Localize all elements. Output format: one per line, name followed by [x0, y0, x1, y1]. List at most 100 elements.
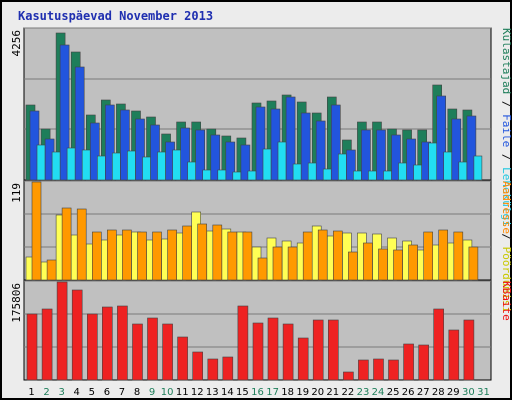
x-tick-label-day-21: 21: [326, 387, 339, 398]
bottom-panel-bar-kbaite-day-8: [132, 323, 143, 381]
middle-panel-bar-aadresse-day-27: [423, 231, 434, 281]
top-panel-bar-faile-day-28: [436, 95, 447, 181]
top-panel-bar-faile-day-25: [391, 134, 401, 181]
middle-panel-bar-aadresse-day-13: [212, 224, 223, 281]
top-panel-bar-faile-day-21: [330, 104, 341, 181]
top-panel-bar-lehek-lgi-day-1: [36, 144, 46, 181]
middle-panel-bar-aadresse-day-1: [31, 181, 42, 281]
middle-panel-bar-aadresse-day-5: [92, 231, 102, 281]
bottom-panel-bar-kbaite-day-27: [418, 344, 430, 381]
side-legend-top-part-3: /: [500, 147, 512, 167]
x-tick-label-day-1: 1: [28, 387, 34, 398]
top-panel-bar-faile-day-13: [210, 134, 221, 181]
bottom-panel-bar-kbaite-day-29: [448, 329, 460, 381]
middle-panel-bar-aadresse-day-26: [408, 244, 418, 281]
middle-panel-bar-aadresse-day-9: [152, 231, 162, 281]
x-tick-label-day-9: 9: [149, 387, 155, 398]
top-panel-bar-lehek-lgi-day-2: [51, 151, 61, 181]
middle-panel-bar-aadresse-day-25: [393, 249, 403, 281]
top-panel-bar-lehek-lgi-day-6: [112, 152, 121, 181]
x-tick-label-day-8: 8: [134, 387, 140, 398]
x-tick-label-day-12: 12: [191, 387, 204, 398]
top-panel-bar-lehek-lgi-day-19: [307, 162, 317, 181]
x-tick-label-day-13: 13: [206, 387, 219, 398]
middle-panel-bar-aadresse-day-29: [453, 231, 464, 281]
bottom-panel-bar-kbaite-day-4: [71, 289, 83, 381]
side-legend-bottom: KBaite: [500, 281, 512, 321]
bottom-panel-bar-kbaite-day-18: [282, 323, 294, 381]
middle-panel-bar-aadresse-day-7: [122, 229, 132, 281]
middle-panel-bar-aadresse-day-11: [182, 225, 192, 281]
top-panel-bar-faile-day-18: [285, 96, 296, 181]
top-panel-bar-faile-day-23: [361, 129, 371, 181]
middle-panel-bar-aadresse-day-22: [348, 251, 358, 281]
top-panel-bar-lehek-lgi-day-24: [383, 170, 392, 181]
middle-panel-bar-aadresse-day-24: [378, 248, 388, 281]
middle-panel-bar-aadresse-day-21: [332, 230, 343, 281]
top-panel-bar-faile-day-8: [135, 118, 145, 181]
top-panel-bar-faile-day-3: [59, 44, 70, 181]
top-panel-bar-lehek-lgi-day-20: [322, 168, 332, 181]
bottom-panel-bar-kbaite-day-24: [373, 358, 384, 381]
x-tick-label-day-10: 10: [161, 387, 174, 398]
x-tick-label-day-11: 11: [176, 387, 189, 398]
bottom-panel-bar-kbaite-day-17: [267, 317, 279, 381]
side-legend-top-part-1: /: [500, 94, 512, 114]
top-panel-bar-lehek-lgi-day-14: [232, 171, 242, 181]
middle-panel-bar-aadresse-day-2: [46, 259, 57, 281]
x-tick-label-day-6: 6: [104, 387, 110, 398]
top-panel-bar-lehek-lgi-day-28: [443, 151, 453, 181]
top-panel-bar-lehek-lgi-day-22: [353, 170, 362, 181]
x-tick-label-day-16: 16: [251, 387, 264, 398]
middle-panel-bar-aadresse-day-12: [197, 223, 207, 281]
x-tick-label-day-5: 5: [89, 387, 95, 398]
top-panel-bar-faile-day-15: [240, 144, 251, 181]
x-tick-label-day-20: 20: [311, 387, 324, 398]
bottom-panel-bar-kbaite-day-10: [162, 323, 173, 381]
chart-bars: [25, 32, 483, 381]
top-panel-bar-lehek-lgi-day-7: [127, 150, 136, 181]
top-panel-bar-faile-day-14: [225, 141, 236, 181]
top-panel-bar-lehek-lgi-day-16: [262, 148, 272, 181]
top-panel-bar-lehek-lgi-day-18: [292, 163, 302, 181]
side-legend-top-part-4: Lehekülgi: [500, 167, 512, 227]
top-panel-bar-faile-day-20: [315, 120, 326, 181]
middle-panel-bar-aadresse-day-10: [167, 229, 177, 281]
x-tick-label-day-25: 25: [387, 387, 400, 398]
bottom-panel-bar-kbaite-day-7: [117, 305, 128, 381]
middle-panel-bar-aadresse-day-4: [76, 208, 87, 281]
bottom-panel-bar-kbaite-day-11: [177, 336, 188, 381]
top-panel-bar-lehek-lgi-day-9: [157, 151, 166, 181]
middle-panel-bar-aadresse-day-15: [242, 231, 253, 281]
middle-panel-ytick-max: 119: [10, 183, 23, 203]
side-legend-top: Külastajad / Faile / Lehekülgi / Pöördum…: [500, 28, 512, 313]
middle-panel-bar-aadresse-day-14: [227, 231, 238, 281]
x-tick-label-day-31: 31: [477, 387, 490, 398]
top-panel-bar-lehek-lgi-day-8: [142, 156, 151, 181]
side-legend-top-part-6: Pöördumisi: [500, 247, 512, 313]
x-tick-label-day-2: 2: [43, 387, 49, 398]
side-legend-bottom-part-0: KBaite: [500, 281, 512, 321]
x-tick-label-day-3: 3: [59, 387, 65, 398]
top-panel-bar-lehek-lgi-day-26: [413, 164, 422, 181]
top-panel-bar-faile-day-12: [195, 129, 205, 181]
chart-title: Kasutuspäevad November 2013: [18, 9, 213, 23]
middle-panel-bar-aadresse-day-17: [272, 246, 283, 281]
top-panel-bar-faile-day-24: [376, 129, 386, 181]
middle-panel-bar-aadresse-day-19: [302, 231, 313, 281]
x-tick-label-day-19: 19: [296, 387, 309, 398]
bottom-panel-bar-kbaite-day-6: [102, 306, 113, 381]
x-day-labels: 1 2 3 4 5 6 7 8 9 10 11 12 13 14 15 16 17 18 19 20 21 22 23 24 2…: [28, 387, 490, 398]
bottom-panel-bar-kbaite-day-1: [26, 313, 38, 381]
side-legend-top-part-0: Külastajad: [500, 28, 512, 94]
top-panel-bar-faile-day-6: [105, 104, 115, 181]
top-panel-bar-lehek-lgi-day-30: [473, 155, 483, 181]
top-panel-bar-lehek-lgi-day-12: [202, 169, 211, 181]
side-legend: Külastajad / Faile / Lehekülgi / Pöördum…: [500, 28, 512, 321]
bottom-panel-bar-kbaite-day-3: [56, 281, 68, 381]
x-tick-label-day-30: 30: [462, 387, 475, 398]
middle-panel-bar-aadresse-day-6: [107, 229, 117, 281]
top-panel-bar-faile-day-29: [451, 118, 462, 181]
bottom-panel-bar-kbaite-day-30: [463, 319, 475, 381]
